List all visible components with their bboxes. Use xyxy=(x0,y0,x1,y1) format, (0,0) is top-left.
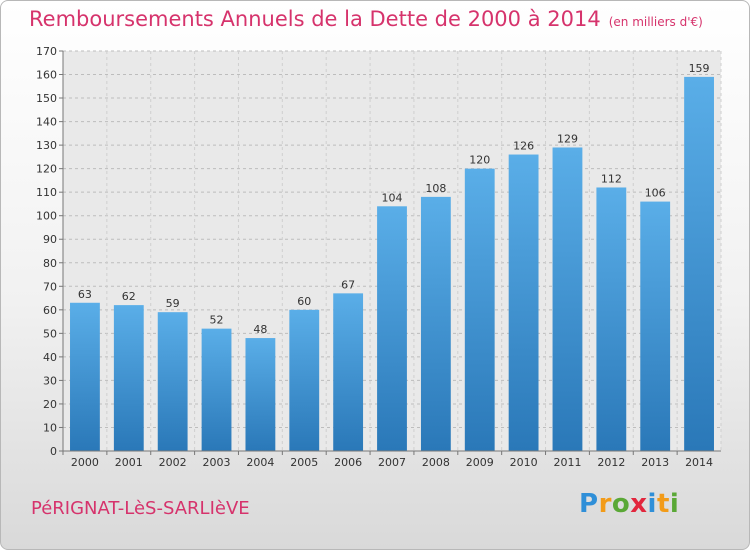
data-label: 108 xyxy=(425,182,446,195)
bars: 63 62 59 52 48 60 67 104 108 120 126 129 112 106 159 xyxy=(70,62,714,451)
bar[interactable] xyxy=(640,201,671,451)
y-tick-label: 150 xyxy=(36,92,57,105)
data-label: 60 xyxy=(297,295,311,308)
bar[interactable] xyxy=(684,76,714,451)
logo-letter: i xyxy=(647,489,657,519)
data-label: 126 xyxy=(513,140,534,153)
x-tick-label: 2012 xyxy=(597,456,625,469)
x-tick-label: 2013 xyxy=(641,456,669,469)
y-tick-label: 50 xyxy=(43,327,57,340)
bar[interactable] xyxy=(70,302,100,451)
x-tick-label: 2008 xyxy=(422,456,450,469)
logo-letter: i xyxy=(669,489,680,519)
chart-title: Remboursements Annuels de la Dette de 20… xyxy=(29,7,703,31)
bar[interactable] xyxy=(596,187,627,451)
proxiti-logo[interactable]: Proxiti xyxy=(579,489,679,519)
y-tick-label: 120 xyxy=(36,163,57,176)
commune-name: PéRIGNAT-LèS-SARLIèVE xyxy=(31,498,250,519)
bar[interactable] xyxy=(464,168,495,451)
bar[interactable] xyxy=(333,293,364,451)
x-tick-label: 2014 xyxy=(685,456,713,469)
x-tick-label: 2009 xyxy=(466,456,494,469)
logo-letter: r xyxy=(598,489,612,519)
bar[interactable] xyxy=(508,154,539,451)
chart-title-text: Remboursements Annuels de la Dette de 20… xyxy=(29,7,601,31)
data-label: 52 xyxy=(210,314,224,327)
y-tick-label: 110 xyxy=(36,186,57,199)
y-tick-label: 100 xyxy=(36,210,57,223)
y-tick-label: 170 xyxy=(36,45,57,58)
data-label: 48 xyxy=(253,323,267,336)
x-tick-label: 2001 xyxy=(115,456,143,469)
y-tick-label: 70 xyxy=(43,280,57,293)
data-label: 106 xyxy=(645,187,666,200)
x-tick-label: 2002 xyxy=(159,456,187,469)
x-tick-label: 2007 xyxy=(378,456,406,469)
y-tick-label: 90 xyxy=(43,233,57,246)
data-label: 63 xyxy=(78,288,92,301)
x-tick-label: 2004 xyxy=(246,456,274,469)
data-label: 59 xyxy=(166,297,180,310)
y-tick-label: 20 xyxy=(43,398,57,411)
data-label: 159 xyxy=(689,62,710,75)
bar[interactable] xyxy=(113,305,144,451)
data-label: 112 xyxy=(601,172,622,185)
chart-unit: (en milliers d'€) xyxy=(608,15,703,29)
y-tick-label: 30 xyxy=(43,374,57,387)
x-tick-label: 2000 xyxy=(71,456,99,469)
x-tick-label: 2006 xyxy=(334,456,362,469)
x-tick-label: 2005 xyxy=(290,456,318,469)
data-label: 129 xyxy=(557,132,578,145)
y-axis: 0 10 20 30 40 50 60 70 80 90 100 110 120 130 140 150 160… xyxy=(36,45,64,458)
bar[interactable] xyxy=(420,196,451,451)
x-tick-label: 2010 xyxy=(510,456,538,469)
bar[interactable] xyxy=(289,309,320,451)
x-axis: 2000 2001 2002 2003 2004 2005 2006 2007 2008 2009… xyxy=(62,450,721,469)
bar[interactable] xyxy=(201,328,232,451)
y-tick-label: 80 xyxy=(43,257,57,270)
bar[interactable] xyxy=(157,312,188,451)
bar[interactable] xyxy=(377,206,407,451)
y-tick-label: 10 xyxy=(43,421,57,434)
y-tick-label: 60 xyxy=(43,304,57,317)
y-tick-label: 0 xyxy=(50,445,57,458)
logo-letter: x xyxy=(630,489,648,519)
logo-letter: t xyxy=(656,489,670,519)
bar[interactable] xyxy=(552,147,583,451)
x-tick-label: 2011 xyxy=(553,456,581,469)
data-label: 62 xyxy=(122,290,136,303)
logo-letter: P xyxy=(579,489,599,519)
bar[interactable] xyxy=(245,338,276,451)
y-tick-label: 160 xyxy=(36,69,57,82)
data-label: 67 xyxy=(341,278,355,291)
y-tick-label: 40 xyxy=(43,351,57,364)
data-label: 104 xyxy=(382,191,403,204)
logo-letter: o xyxy=(611,489,631,519)
y-tick-label: 130 xyxy=(36,139,57,152)
y-tick-label: 140 xyxy=(36,116,57,129)
data-label: 120 xyxy=(469,154,490,167)
x-tick-label: 2003 xyxy=(203,456,231,469)
